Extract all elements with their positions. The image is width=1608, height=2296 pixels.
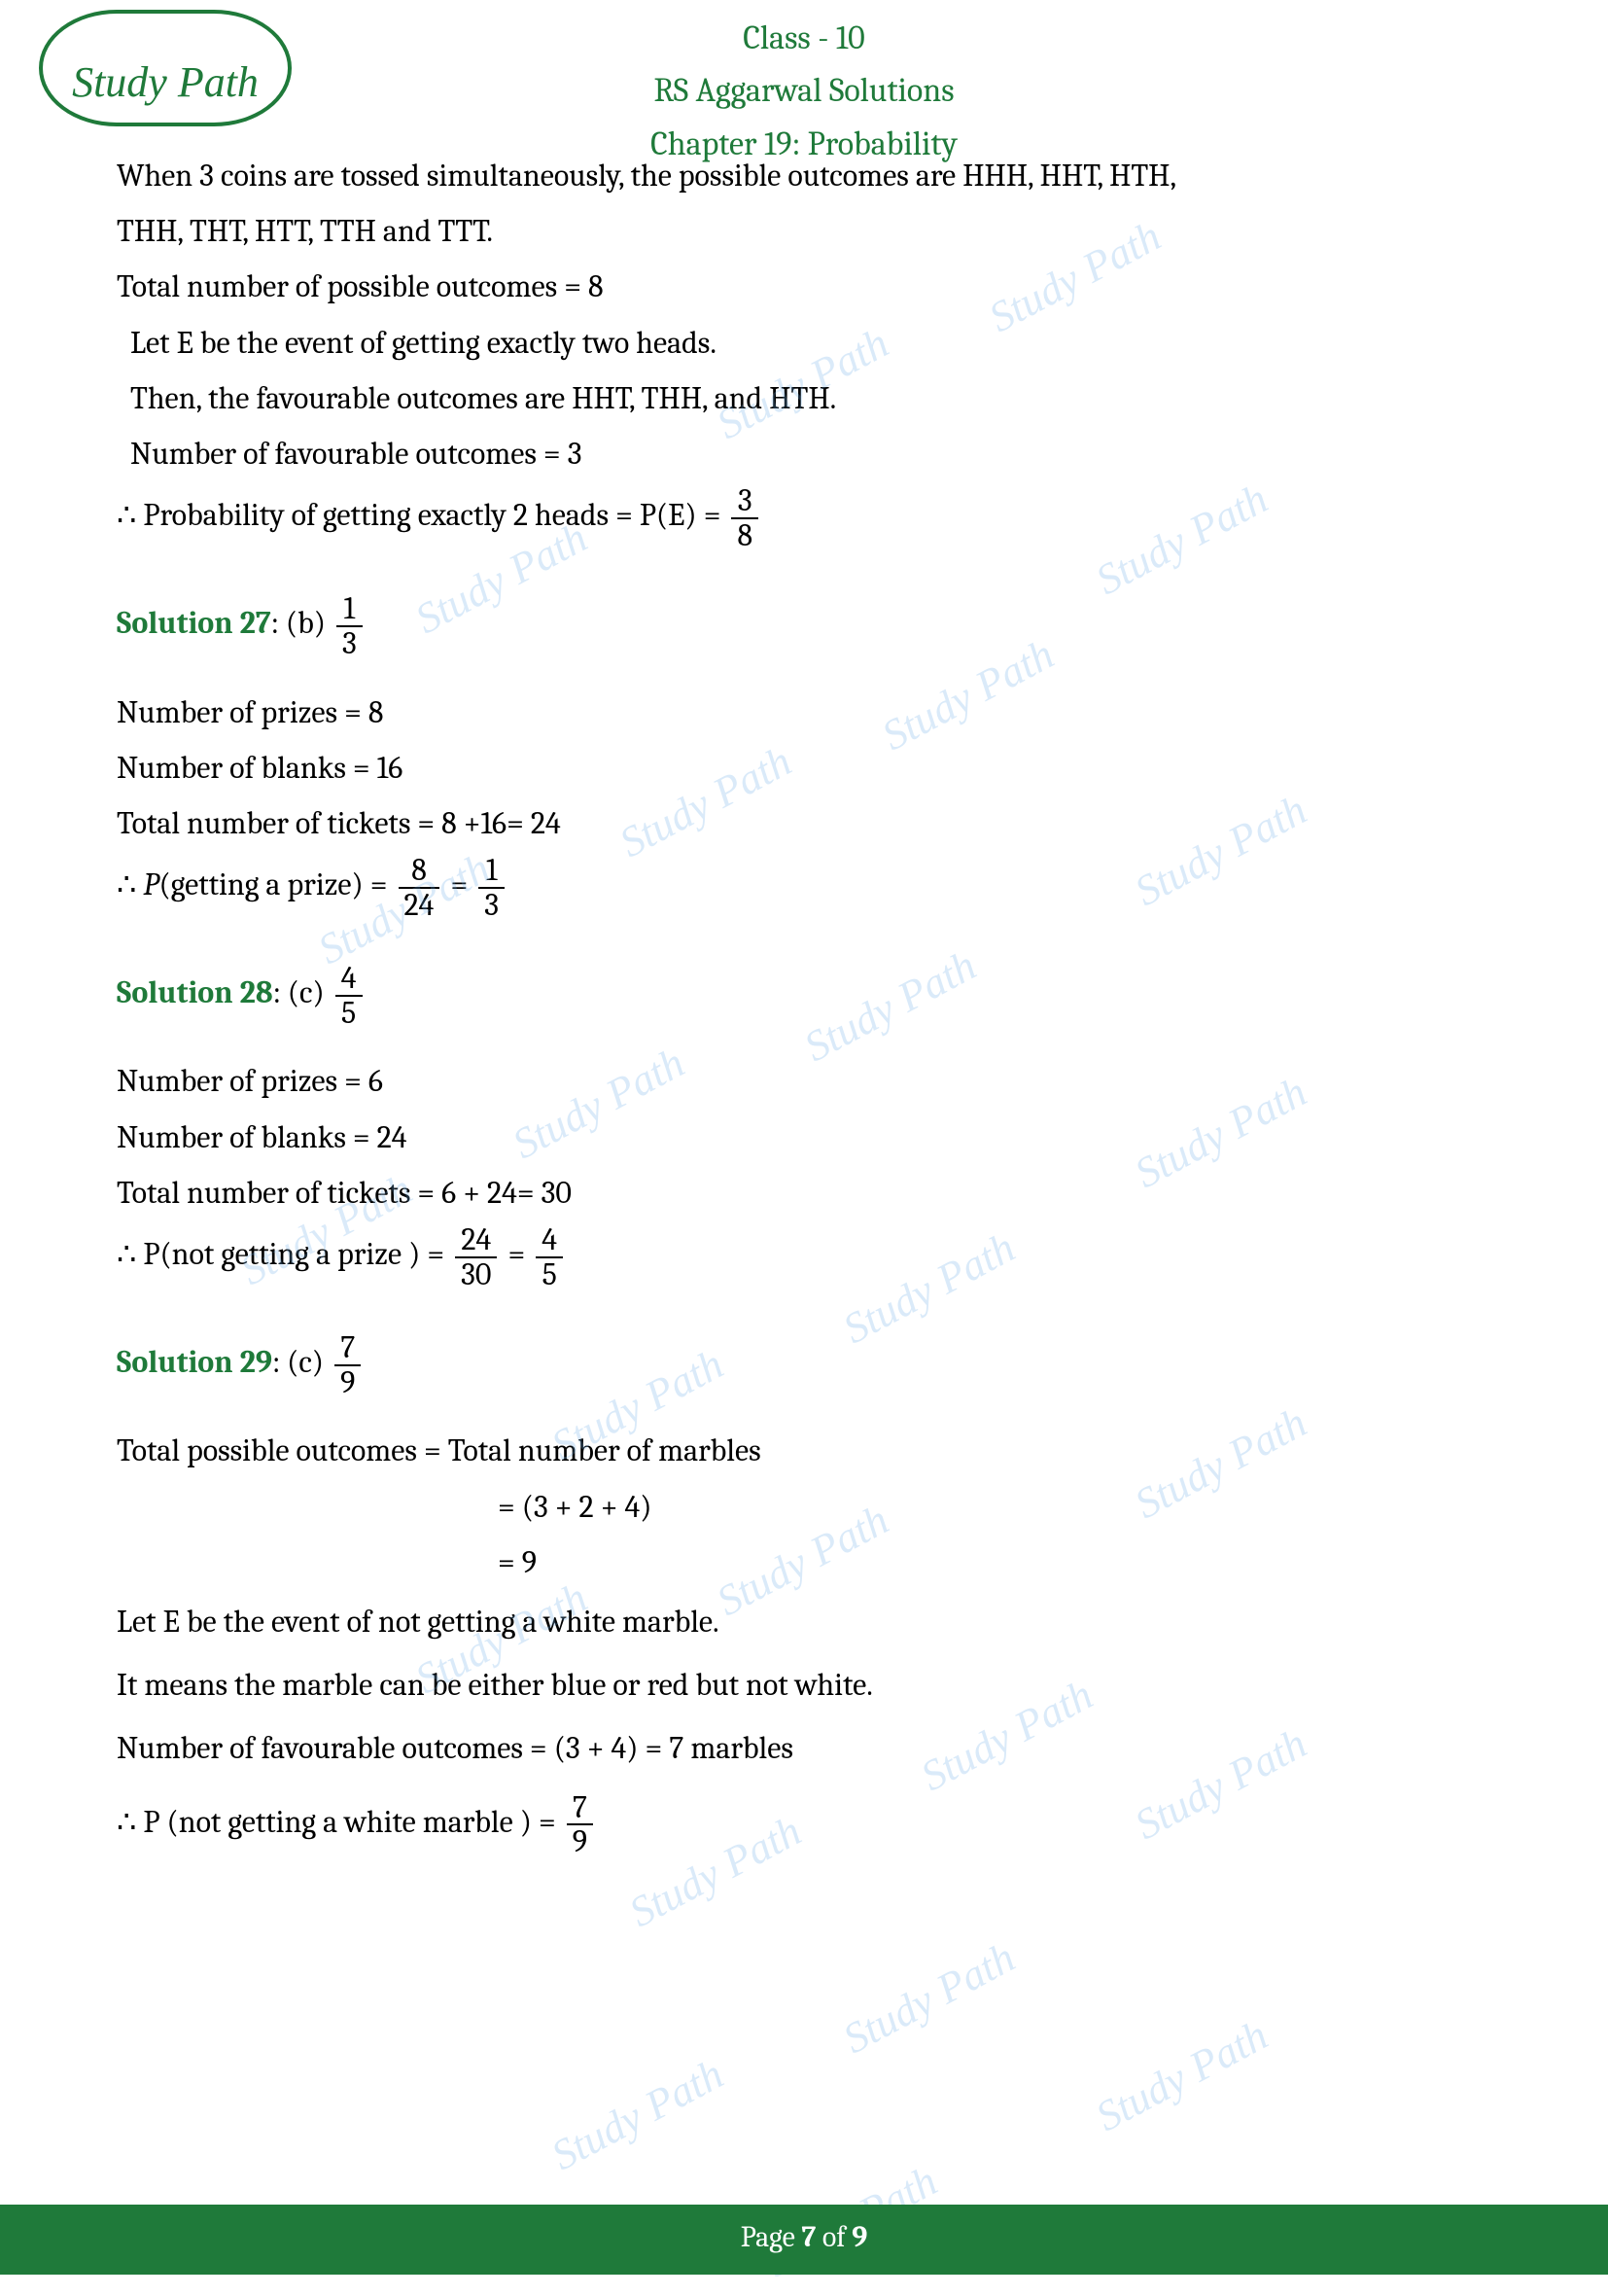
page-content: When 3 coins are tossed simultaneously, …	[0, 151, 1608, 1858]
s26-line6: Number of favourable outcomes = 3	[130, 429, 1491, 478]
s27-head: Solution 27	[117, 605, 271, 641]
s27-f1n: 8	[399, 854, 440, 889]
s29-l4: Let E be the event of not getting a whit…	[117, 1597, 1491, 1646]
s26-line2: THH, THT, HTT, TTH and TTT.	[117, 206, 1491, 256]
s27-fad: 3	[336, 627, 363, 660]
s29-l1: Total possible outcomes = Total number o…	[117, 1426, 1491, 1475]
s28-l2: Number of blanks = 24	[117, 1113, 1491, 1162]
s28-head: Solution 28	[117, 974, 273, 1010]
s26-l7-text: ∴ Probability of getting exactly 2 heads…	[117, 497, 727, 533]
s29-fan: 7	[334, 1331, 361, 1366]
s26-line5: Then, the favourable outcomes are HHT, T…	[130, 373, 1491, 423]
page-footer: Page 7 of 9	[0, 2205, 1608, 2275]
footer-tot: 9	[852, 2220, 867, 2254]
s26-f1d: 8	[731, 519, 758, 552]
s27-l2: Number of blanks = 16	[117, 743, 1491, 793]
s27-f1d: 24	[399, 889, 440, 922]
s27-l4b: P	[143, 866, 158, 902]
logo: Study Path	[39, 10, 292, 126]
watermark-text: Study Path	[831, 1925, 1028, 2072]
s29-l2: = (3 + 2 + 4)	[498, 1482, 1491, 1532]
s27-eq: =	[450, 866, 474, 902]
s28-f2d: 5	[536, 1258, 563, 1291]
s29-head: Solution 29	[117, 1344, 272, 1380]
s29-l5: It means the marble can be either blue o…	[117, 1660, 1491, 1710]
s29-l7: ∴ P (not getting a white marble ) = 79	[117, 1791, 1491, 1858]
s28-f1d: 30	[455, 1258, 497, 1291]
s26-line4: Let E be the event of getting exactly tw…	[130, 318, 1491, 368]
s27-ans-frac: 13	[336, 592, 363, 659]
watermark-text: Study Path	[1084, 2002, 1280, 2150]
s28-f2: 45	[536, 1223, 563, 1290]
s28-f1: 2430	[455, 1223, 497, 1290]
footer-pre: Page	[741, 2220, 802, 2254]
s27-l1: Number of prizes = 8	[117, 688, 1491, 737]
s28-l4: ∴ P(not getting a prize ) = 2430 = 45	[117, 1223, 1491, 1290]
s26-f1n: 3	[731, 484, 758, 519]
s27-l4: ∴ P(getting a prize) = 824 = 13	[117, 854, 1491, 921]
s29-ans-frac: 79	[334, 1331, 361, 1398]
footer-mid: of	[816, 2220, 852, 2254]
s27-heading: Solution 27: (b) 13	[117, 592, 1491, 659]
s26-frac1: 3 8	[731, 484, 758, 551]
s29-f1d: 9	[567, 1825, 593, 1858]
s29-f1: 79	[567, 1791, 593, 1858]
s29-opt: : (c)	[272, 1344, 331, 1380]
s27-opt: : (b)	[271, 605, 332, 641]
page-header: Study Path Class - 10 RS Aggarwal Soluti…	[0, 0, 1608, 151]
s29-f1n: 7	[567, 1791, 593, 1826]
s28-l3: Total number of tickets = 6 + 24= 30	[117, 1168, 1491, 1218]
s27-f2n: 1	[478, 854, 505, 889]
s28-body: Number of prizes = 6 Number of blanks = …	[117, 1056, 1491, 1290]
s27-fan: 1	[336, 592, 363, 627]
s27-l4c: (getting a prize) =	[159, 866, 395, 902]
footer-cur: 7	[801, 2220, 816, 2254]
s28-f1n: 24	[455, 1223, 497, 1258]
s29-body: Total possible outcomes = Total number o…	[117, 1426, 1491, 1857]
s26-line3: Total number of possible outcomes = 8	[117, 262, 1491, 311]
s28-ans-frac: 45	[335, 962, 363, 1029]
s29-l7a: ∴ P (not getting a white marble ) =	[117, 1804, 563, 1840]
logo-text: Study Path	[72, 49, 259, 117]
s28-l1: Number of prizes = 6	[117, 1056, 1491, 1106]
s28-fad: 5	[335, 997, 363, 1030]
s27-l4a: ∴	[117, 866, 143, 902]
s27-f2: 13	[478, 854, 505, 921]
s28-heading: Solution 28: (c) 45	[117, 962, 1491, 1029]
s26-line7: ∴ Probability of getting exactly 2 heads…	[117, 484, 1491, 551]
logo-frame: Study Path	[39, 10, 292, 126]
s29-heading: Solution 29: (c) 79	[117, 1331, 1491, 1398]
watermark-text: Study Path	[540, 2041, 736, 2189]
s28-f2n: 4	[536, 1223, 563, 1258]
s27-body: Number of prizes = 8 Number of blanks = …	[117, 688, 1491, 922]
s27-f2d: 3	[478, 889, 505, 922]
s27-l3: Total number of tickets = 8 +16= 24	[117, 798, 1491, 848]
s28-eq: =	[508, 1236, 533, 1272]
s28-l4a: ∴ P(not getting a prize ) =	[117, 1236, 451, 1272]
s29-fad: 9	[334, 1366, 361, 1399]
s29-l3: = 9	[498, 1537, 1491, 1587]
s28-opt: : (c)	[273, 974, 332, 1010]
s28-fan: 4	[335, 962, 363, 997]
s29-l6: Number of favourable outcomes = (3 + 4) …	[117, 1723, 1491, 1773]
s27-f1: 824	[399, 854, 440, 921]
